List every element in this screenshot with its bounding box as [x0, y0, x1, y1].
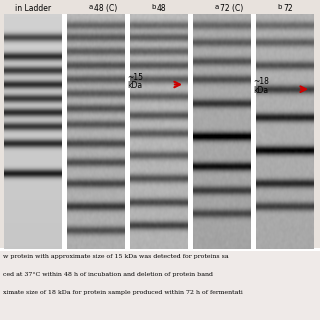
Text: w protein with approximate size of 15 kDa was detected for proteins sa: w protein with approximate size of 15 kD…	[3, 254, 228, 259]
Text: a: a	[215, 4, 219, 10]
Text: 48 (C): 48 (C)	[94, 4, 117, 13]
Text: kDa: kDa	[127, 82, 142, 91]
Text: ~18: ~18	[253, 77, 269, 86]
Text: 72: 72	[283, 4, 292, 13]
Text: ced at 37°C within 48 h of incubation and deletion of protein band: ced at 37°C within 48 h of incubation an…	[3, 272, 213, 277]
Text: ximate size of 18 kDa for protein sample produced within 72 h of fermentati: ximate size of 18 kDa for protein sample…	[3, 290, 243, 295]
Text: 72 (C): 72 (C)	[220, 4, 243, 13]
Text: b: b	[152, 4, 156, 10]
Text: a: a	[89, 4, 93, 10]
Text: kDa: kDa	[253, 86, 268, 95]
Text: b: b	[278, 4, 282, 10]
Text: ~15: ~15	[127, 73, 143, 82]
Text: in Ladder: in Ladder	[15, 4, 51, 13]
Text: 48: 48	[157, 4, 167, 13]
